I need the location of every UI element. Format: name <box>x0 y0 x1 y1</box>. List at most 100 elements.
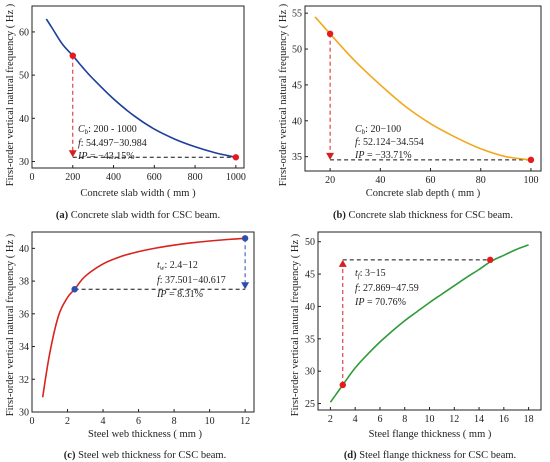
caption-text: Steel flange thickness for CSC beam. <box>357 450 517 461</box>
annotation-ip: IP = 8.31% <box>156 289 203 300</box>
data-point-marker <box>71 286 78 293</box>
x-ticks: 20 40 60 80 100 <box>325 168 538 186</box>
y-tick-label: 30 <box>19 157 29 168</box>
x-ticks: 2 4 6 8 10 12 14 16 18 <box>328 407 534 425</box>
annotation-range: Cb: 200 - 1000 <box>78 124 137 136</box>
markers <box>71 235 249 293</box>
y-axis-label: First-order vertical natural frequency (… <box>5 233 16 416</box>
chart-panel-b: First-order vertical natural frequency (… <box>278 3 542 221</box>
data-point-marker <box>69 52 76 59</box>
y-tick-label: 35 <box>292 152 302 163</box>
y-tick-label: 35 <box>305 334 315 345</box>
markers <box>339 256 494 389</box>
y-tick-label: 50 <box>292 45 302 56</box>
caption-text: Steel web thickness for CSC beam. <box>75 450 226 461</box>
x-tick-label: 200 <box>65 172 80 183</box>
x-tick-label: 2 <box>65 416 70 427</box>
data-point-marker <box>241 235 249 242</box>
y-ticks: 30 32 34 36 38 40 <box>19 244 35 419</box>
annotation-range: Cb: 20−100 <box>355 124 401 136</box>
x-axis-label: Steel flange thickness ( mm ) <box>369 429 492 440</box>
x-tick-label: 16 <box>499 414 509 425</box>
x-tick-label: 10 <box>425 414 435 425</box>
y-axis-label: First-order vertical natural frequency (… <box>278 3 289 186</box>
annotation-box: tw: 2.4−12 f: 37.501−40.617 IP = 8.31% <box>156 260 226 300</box>
x-tick-label: 10 <box>205 416 215 427</box>
caption-d: (d) Steel flange thickness for CSC beam. <box>344 450 516 461</box>
annotation-box: Cb: 20−100 f: 52.124−34.554 IP = −33.71% <box>354 124 424 161</box>
y-tick-label: 50 <box>19 71 29 82</box>
y-tick-label: 40 <box>19 114 29 125</box>
y-tick-label: 36 <box>19 309 29 320</box>
x-tick-label: 6 <box>136 416 141 427</box>
guides <box>338 259 491 385</box>
plot-frame <box>304 5 542 172</box>
series-line <box>45 18 236 159</box>
guides <box>74 238 250 290</box>
x-tick-label: 14 <box>474 414 484 425</box>
x-tick-label: 8 <box>402 414 407 425</box>
y-tick-label: 30 <box>19 408 29 419</box>
annotation-frequency: f: 37.501−40.617 <box>157 275 226 286</box>
y-tick-label: 45 <box>292 80 302 91</box>
y-tick-label: 38 <box>19 277 29 288</box>
y-tick-label: 34 <box>19 342 29 353</box>
x-tick-label: 600 <box>147 172 162 183</box>
y-tick-label: 45 <box>305 270 315 281</box>
annotation-range: tw: 2.4−12 <box>157 260 198 272</box>
markers <box>326 30 535 164</box>
plot-frame <box>31 5 245 169</box>
x-ticks: 0 200 400 600 800 1000 <box>30 165 246 183</box>
annotation-ip: IP = −43.15% <box>77 151 135 162</box>
y-tick-label: 40 <box>305 302 315 313</box>
caption-b: (b) Concrete slab thickness for CSC beam… <box>333 210 513 221</box>
plot-frame <box>317 231 542 411</box>
x-tick-label: 40 <box>375 175 385 186</box>
x-ticks: 0 2 4 6 8 10 12 <box>30 409 250 427</box>
caption-label: (c) <box>64 450 76 461</box>
x-tick-label: 20 <box>325 175 335 186</box>
chart-panel-c: First-order vertical natural frequency (… <box>5 231 255 461</box>
markers <box>69 52 240 161</box>
x-tick-label: 0 <box>30 172 35 183</box>
x-axis-label: Concrete slab width ( mm ) <box>80 188 196 199</box>
y-tick-label: 32 <box>19 375 29 386</box>
y-tick-label: 40 <box>292 116 302 127</box>
chart-panel-d: First-order vertical natural frequency (… <box>290 231 542 461</box>
y-tick-label: 60 <box>19 27 29 38</box>
data-point-marker <box>339 381 346 389</box>
x-tick-label: 6 <box>377 414 382 425</box>
data-point-marker <box>326 30 334 38</box>
caption-a: (a) Concrete slab width for CSC beam. <box>56 210 220 221</box>
y-tick-label: 30 <box>305 367 315 378</box>
plot-frame <box>31 231 255 413</box>
y-axis-label: First-order vertical natural frequency (… <box>5 3 16 186</box>
annotation-frequency: f: 54.497−30.984 <box>78 138 147 149</box>
caption-c: (c) Steel web thickness for CSC beam. <box>64 450 226 461</box>
y-tick-label: 40 <box>19 244 29 255</box>
caption-label: (d) <box>344 450 357 461</box>
annotation-ip: IP = 70.76% <box>354 297 406 308</box>
x-tick-label: 100 <box>523 175 538 186</box>
series-line <box>41 237 246 398</box>
x-axis-label: Concrete slab depth ( mm ) <box>366 188 481 199</box>
x-tick-label: 1000 <box>226 172 246 183</box>
data-point-marker <box>232 154 240 161</box>
annotation-frequency: f: 27.869−47.59 <box>355 283 419 294</box>
arrowhead <box>241 282 250 290</box>
annotation-box: Cb: 200 - 1000 f: 54.497−30.984 IP = −43… <box>77 124 147 162</box>
x-tick-label: 2 <box>328 414 333 425</box>
x-tick-label: 800 <box>188 172 203 183</box>
x-tick-label: 60 <box>426 175 436 186</box>
caption-text: Concrete slab thickness for CSC beam. <box>346 210 513 221</box>
guides <box>68 55 236 158</box>
x-tick-label: 80 <box>476 175 486 186</box>
guides <box>326 33 531 161</box>
y-ticks: 35 40 45 50 55 <box>292 9 308 163</box>
caption-text: Concrete slab width for CSC beam. <box>68 210 220 221</box>
arrowhead <box>68 150 77 158</box>
caption-label: (b) <box>333 210 346 221</box>
x-tick-label: 400 <box>106 172 121 183</box>
chart-panel-a: First-order vertical natural frequency (… <box>5 3 246 221</box>
